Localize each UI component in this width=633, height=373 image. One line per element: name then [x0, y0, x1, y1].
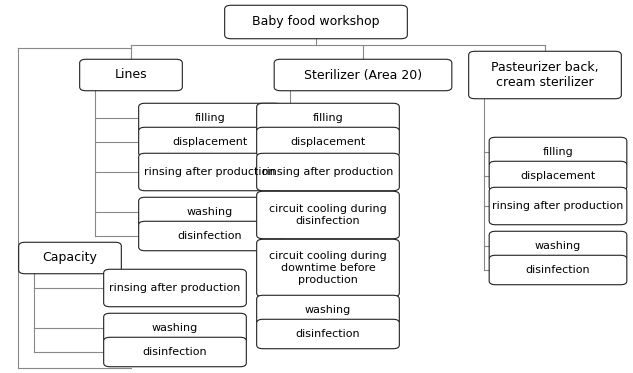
FancyBboxPatch shape	[256, 295, 399, 325]
Text: Capacity: Capacity	[42, 251, 97, 264]
Text: displacement: displacement	[172, 137, 248, 147]
FancyBboxPatch shape	[139, 221, 281, 251]
Text: disinfection: disinfection	[142, 347, 208, 357]
FancyBboxPatch shape	[489, 161, 627, 191]
Text: washing: washing	[152, 323, 198, 333]
Text: washing: washing	[535, 241, 581, 251]
Text: washing: washing	[305, 305, 351, 315]
FancyBboxPatch shape	[256, 103, 399, 133]
FancyBboxPatch shape	[489, 255, 627, 285]
Text: rinsing after production: rinsing after production	[144, 167, 276, 177]
Text: circuit cooling during
downtime before
production: circuit cooling during downtime before p…	[269, 251, 387, 285]
FancyBboxPatch shape	[274, 59, 452, 91]
FancyBboxPatch shape	[104, 269, 246, 307]
Text: rinsing after production: rinsing after production	[492, 201, 624, 211]
FancyBboxPatch shape	[139, 153, 281, 191]
FancyBboxPatch shape	[139, 103, 281, 133]
Text: Pasteurizer back,
cream sterilizer: Pasteurizer back, cream sterilizer	[491, 61, 599, 89]
Text: circuit cooling during
disinfection: circuit cooling during disinfection	[269, 204, 387, 226]
FancyBboxPatch shape	[139, 127, 281, 157]
Text: disinfection: disinfection	[296, 329, 360, 339]
FancyBboxPatch shape	[256, 153, 399, 191]
FancyBboxPatch shape	[256, 127, 399, 157]
Text: Sterilizer (Area 20): Sterilizer (Area 20)	[304, 69, 422, 81]
Text: Baby food workshop: Baby food workshop	[252, 16, 380, 28]
Text: disinfection: disinfection	[178, 231, 242, 241]
Text: filling: filling	[542, 147, 573, 157]
FancyBboxPatch shape	[489, 231, 627, 261]
FancyBboxPatch shape	[256, 239, 399, 297]
Text: displacement: displacement	[520, 171, 596, 181]
FancyBboxPatch shape	[468, 51, 622, 99]
FancyBboxPatch shape	[256, 319, 399, 349]
FancyBboxPatch shape	[139, 197, 281, 227]
Text: disinfection: disinfection	[525, 265, 591, 275]
FancyBboxPatch shape	[104, 337, 246, 367]
FancyBboxPatch shape	[104, 313, 246, 343]
Text: displacement: displacement	[291, 137, 366, 147]
FancyBboxPatch shape	[225, 5, 407, 39]
Text: washing: washing	[187, 207, 233, 217]
Text: rinsing after production: rinsing after production	[110, 283, 241, 293]
Text: filling: filling	[313, 113, 343, 123]
Text: rinsing after production: rinsing after production	[262, 167, 394, 177]
FancyBboxPatch shape	[489, 137, 627, 167]
FancyBboxPatch shape	[256, 191, 399, 239]
Text: Lines: Lines	[115, 69, 147, 81]
FancyBboxPatch shape	[80, 59, 182, 91]
FancyBboxPatch shape	[18, 242, 122, 274]
Text: filling: filling	[194, 113, 225, 123]
FancyBboxPatch shape	[489, 187, 627, 225]
